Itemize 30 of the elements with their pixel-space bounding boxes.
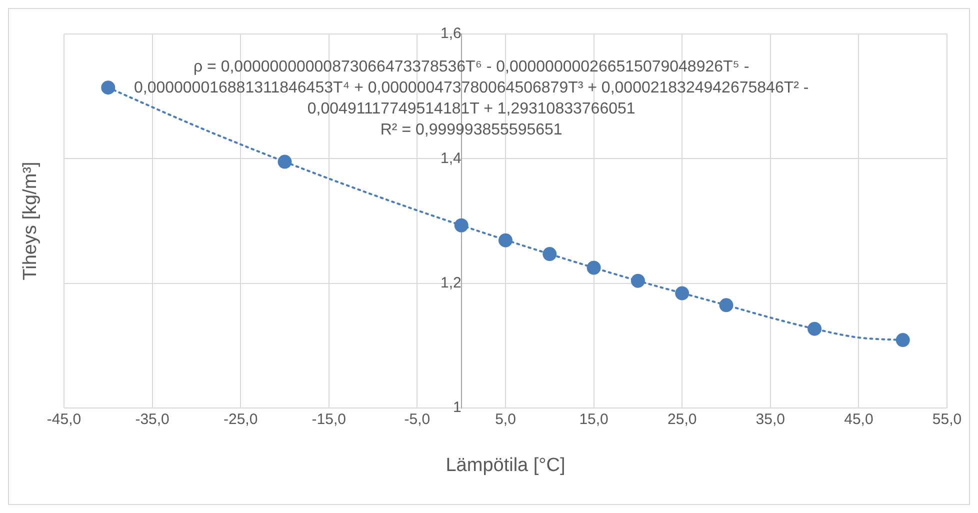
x-tick-label: 55,0 xyxy=(932,411,962,428)
point xyxy=(675,286,690,300)
x-tick-label: 35,0 xyxy=(756,411,785,428)
point xyxy=(586,260,601,275)
x-tick-label: 45,0 xyxy=(844,411,874,428)
point xyxy=(498,233,512,248)
x-tick-label: -15,0 xyxy=(312,411,346,428)
x-tick-label: -35,0 xyxy=(135,411,170,428)
y-axis-title: Tiheys [kg/m³] xyxy=(20,162,42,280)
x-tick-label: -45,0 xyxy=(46,411,82,428)
point xyxy=(896,333,910,348)
annotation: ρ = 0,00000000000873066473378536T⁶ - 0,000000000266515079048926T⁵ - 0,000000016881311846453T⁴ + 0,000000473780064506879T³ + 0,0000218324942675846T² - 0,00491117749514181T + 1,29310833766051 xyxy=(134,58,809,118)
annotation: R² = 0,999993855595651 xyxy=(380,121,562,138)
x-tick-label: 5,0 xyxy=(495,411,516,428)
y-tick-label: 1 xyxy=(453,399,462,416)
y-tick-label: 1,2 xyxy=(440,274,462,292)
point xyxy=(630,274,645,288)
y-tick-label: 1,6 xyxy=(440,25,462,42)
point xyxy=(454,218,468,232)
point xyxy=(808,322,822,336)
x-tick-label: 25,0 xyxy=(668,411,697,428)
point xyxy=(542,247,557,262)
x-tick-label: 15,0 xyxy=(579,411,608,428)
x-tick-label: -5,0 xyxy=(404,411,430,428)
point xyxy=(101,80,116,95)
x-tick-label: -25,0 xyxy=(224,411,258,428)
point xyxy=(719,298,734,312)
x-axis-title: Lämpötila [°C] xyxy=(446,455,566,476)
y-tick-label: 1,4 xyxy=(440,150,462,167)
point xyxy=(278,154,292,169)
